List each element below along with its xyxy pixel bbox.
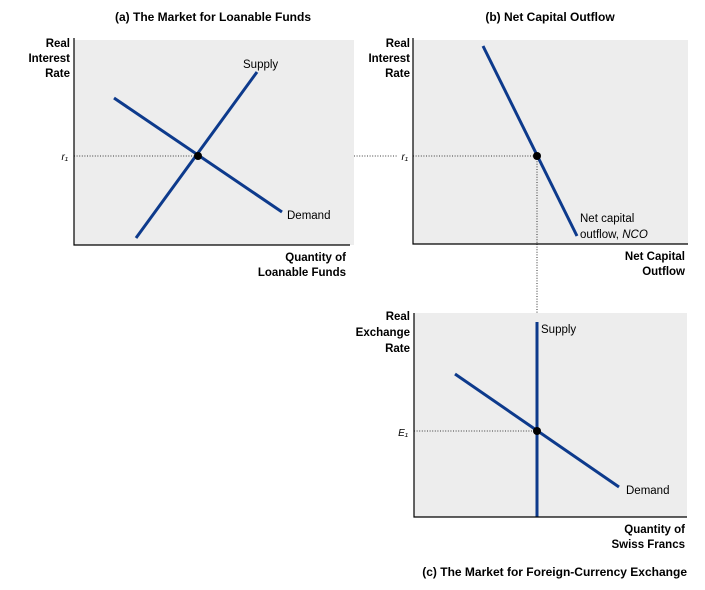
panel-b-title: (b) Net Capital Outflow xyxy=(485,10,615,24)
panel-c-background xyxy=(414,313,687,517)
panel-a-x-label-line2: Loanable Funds xyxy=(258,267,346,279)
panel-b-nco-label-prefix: outflow, xyxy=(580,229,622,241)
panel-a-y-label-line1: Real xyxy=(46,38,70,50)
panel-b-nco-curve xyxy=(481,45,579,237)
panel-a-y-label-line2: Interest xyxy=(28,53,70,65)
panel-a-equilibrium-point xyxy=(194,152,202,160)
panel-c-x-label-line2: Swiss Francs xyxy=(611,539,685,551)
panel-b-x-label-line2: Outflow xyxy=(642,266,685,278)
panel-a-title: (a) The Market for Loanable Funds xyxy=(115,10,311,24)
panel-b-x-label-line1: Net Capital xyxy=(625,251,685,263)
panel-c-y-label-line3: Rate xyxy=(385,343,410,355)
panel-a-background xyxy=(74,40,354,245)
panel-b-nco-label-line1: Net capital xyxy=(580,213,634,225)
panel-b-nco-label-line2: outflow, NCO xyxy=(580,229,648,241)
panel-b-nco-label-abbrev: NCO xyxy=(622,229,648,241)
panel-a: (a) The Market for Loanable Funds Real I… xyxy=(28,10,354,279)
panel-a-x-label-line1: Quantity of xyxy=(285,252,346,264)
panel-b-axes xyxy=(412,38,688,245)
panel-c-e1-tick-label: E₁ xyxy=(398,428,408,439)
panel-c: Real Exchange Rate E₁ Supply Demand Quan… xyxy=(356,311,688,579)
panel-c-axes xyxy=(413,313,687,518)
panel-b-y-label-line1: Real xyxy=(386,38,410,50)
panel-c-equilibrium-point xyxy=(533,427,541,435)
panel-c-x-label-line1: Quantity of xyxy=(624,524,685,536)
panel-a-axes xyxy=(73,38,350,246)
panel-a-y-label-line3: Rate xyxy=(45,68,70,80)
panel-c-y-label-line1: Real xyxy=(386,311,410,323)
panel-c-title: (c) The Market for Foreign-Currency Exch… xyxy=(422,565,687,579)
panel-c-demand-label: Demand xyxy=(626,485,669,497)
panel-b: (b) Net Capital Outflow Real Interest Ra… xyxy=(368,10,688,278)
panel-c-y-label-line2: Exchange xyxy=(356,327,410,339)
panel-a-demand-label: Demand xyxy=(287,210,330,222)
panel-a-supply-label: Supply xyxy=(243,59,278,71)
panel-a-r1-tick-label: r₁ xyxy=(62,152,68,163)
panel-b-y-label-line2: Interest xyxy=(368,53,410,65)
panel-c-supply-label: Supply xyxy=(541,324,576,336)
panel-b-y-label-line3: Rate xyxy=(385,68,410,80)
panel-b-background xyxy=(413,40,688,244)
panel-b-point xyxy=(533,152,541,160)
panel-b-r1-tick-label: r₁ xyxy=(402,152,408,163)
